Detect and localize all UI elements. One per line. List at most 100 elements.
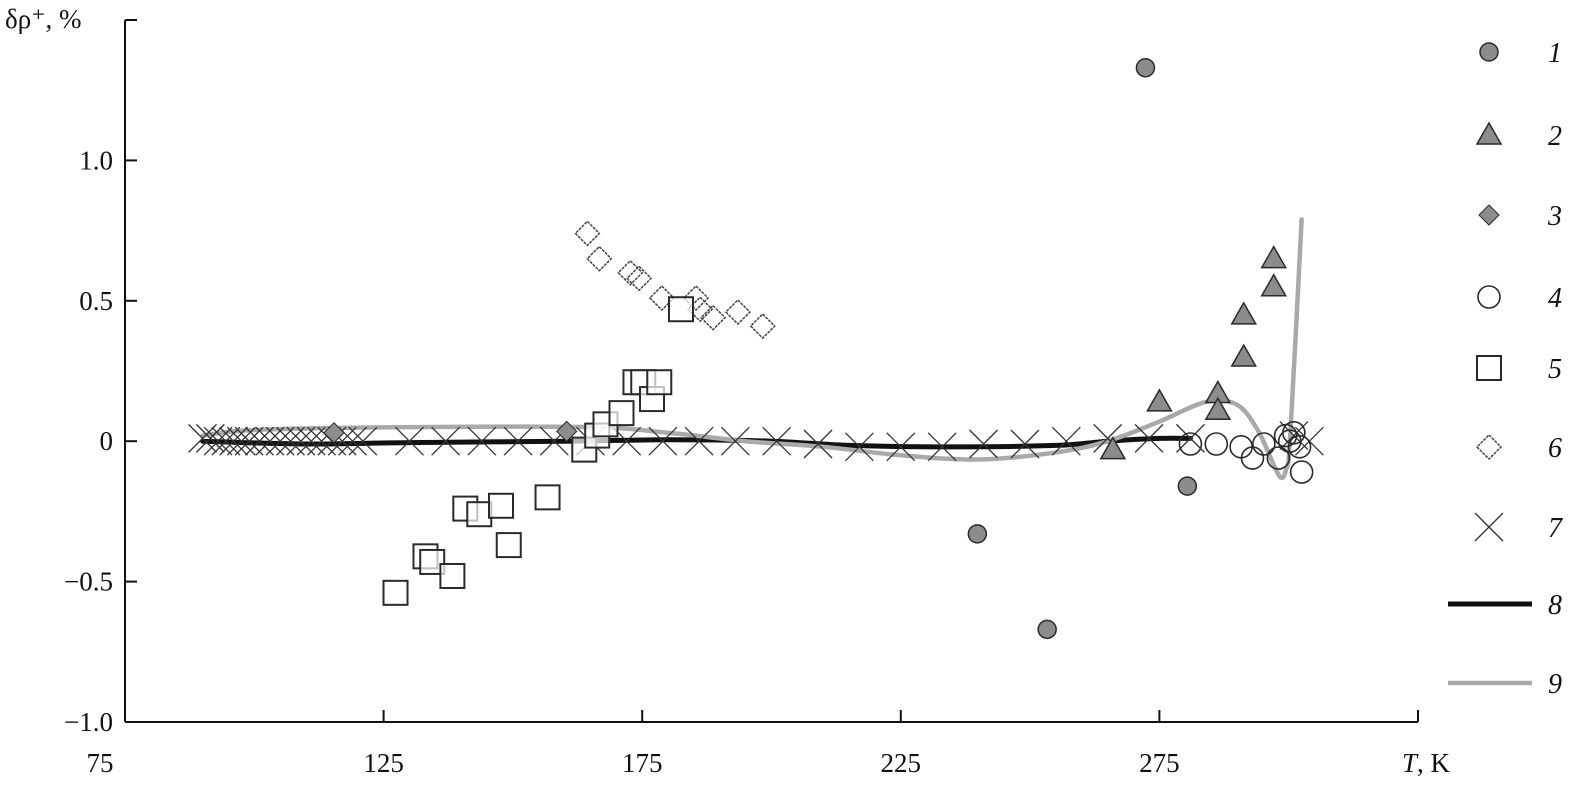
x-tick-label: 175: [622, 748, 663, 778]
point-open-circle: [1289, 460, 1314, 484]
point-filled-triangle: [1230, 343, 1257, 367]
x-tick-label: 225: [881, 748, 922, 778]
point-cross: [1010, 429, 1040, 459]
point-open-diamond: [586, 245, 613, 272]
point-cross: [927, 432, 957, 462]
y-tick-label: 1.0: [79, 145, 113, 175]
cross-stroke: [286, 426, 316, 456]
point-open-square: [488, 492, 515, 519]
legend-item-8: 8: [1448, 590, 1562, 621]
point-cross: [395, 426, 424, 456]
point-cross: [203, 426, 233, 456]
point-filled-triangle: [1475, 121, 1503, 145]
point-filled-circle: [1135, 57, 1156, 78]
cross-stroke: [503, 426, 533, 456]
x-axis-title: T, K: [1402, 748, 1451, 778]
cross-stroke: [762, 426, 792, 456]
point-open-diamond: [617, 259, 644, 286]
cross-stroke: [338, 426, 368, 456]
cross-stroke: [886, 432, 916, 462]
point-cross: [219, 426, 249, 456]
x-axis-title-unit: , K: [1417, 748, 1451, 778]
legend-item-7: 7: [1474, 512, 1563, 544]
legend-label: 2: [1548, 121, 1562, 152]
cross-stroke: [296, 426, 326, 456]
cross-stroke: [431, 426, 461, 456]
point-open-diamond: [682, 284, 710, 312]
cross-stroke: [276, 426, 305, 456]
point-open-circle: [1178, 432, 1203, 456]
point-open-circle: [1204, 432, 1229, 456]
point-cross: [348, 426, 378, 456]
point-open-diamond: [699, 304, 727, 331]
y-tick-label: 0.5: [79, 286, 113, 316]
cross-stroke: [648, 426, 678, 456]
legend-item-5: 5: [1476, 354, 1562, 385]
point-cross: [296, 426, 326, 456]
legend-label: 6: [1548, 433, 1562, 464]
point-open-diamond: [648, 284, 675, 312]
point-cross: [844, 432, 874, 462]
point-cross: [886, 432, 916, 462]
point-filled-triangle: [1260, 245, 1287, 269]
series-5-points: [382, 296, 694, 606]
cross-stroke: [1175, 423, 1205, 453]
series-1-points: [967, 57, 1198, 640]
series-markers: [188, 57, 1324, 640]
y-axis-title: δρ⁺, %: [5, 4, 81, 34]
legend-label: 1: [1548, 38, 1562, 69]
point-cross: [234, 426, 264, 456]
cross-stroke: [969, 429, 999, 459]
point-cross: [503, 426, 533, 456]
point-cross: [720, 426, 750, 456]
point-cross: [648, 426, 678, 456]
point-open-square: [439, 562, 466, 589]
point-filled-triangle: [1146, 388, 1173, 412]
y-tick-label: −0.5: [64, 567, 113, 597]
cross-stroke: [612, 426, 642, 456]
point-cross: [1175, 423, 1205, 453]
cross-stroke: [803, 429, 833, 459]
cross-stroke: [1134, 423, 1164, 453]
cross-stroke: [348, 426, 378, 456]
point-open-diamond: [749, 313, 776, 340]
point-cross: [1134, 423, 1164, 453]
point-cross: [211, 426, 241, 456]
y-tick-label: 0: [100, 426, 114, 456]
point-cross: [245, 426, 274, 456]
point-open-square: [419, 548, 446, 575]
cross-stroke: [720, 426, 750, 456]
cross-stroke: [844, 432, 874, 462]
y-tick-label: −1.0: [64, 707, 113, 737]
point-filled-diamond: [323, 422, 345, 444]
cross-stroke: [327, 426, 357, 456]
legend-label: 9: [1548, 669, 1562, 700]
cross-stroke: [395, 426, 424, 456]
point-cross: [431, 426, 461, 456]
point-cross: [286, 426, 316, 456]
point-open-diamond: [724, 298, 751, 326]
point-open-square: [495, 532, 522, 559]
point-filled-circle: [1037, 619, 1057, 640]
point-filled-diamond: [555, 420, 578, 443]
point-filled-diamond: [1478, 204, 1500, 226]
legend-item-4: 4: [1477, 283, 1562, 314]
point-open-diamond: [1475, 433, 1503, 461]
point-cross: [265, 426, 295, 456]
cross-stroke: [188, 423, 218, 453]
point-open-circle: [1252, 432, 1276, 456]
legend-item-2: 2: [1475, 121, 1562, 152]
cross-stroke: [195, 423, 225, 453]
cross-stroke: [234, 426, 264, 456]
cross-stroke: [245, 426, 274, 456]
point-cross: [762, 426, 792, 456]
point-open-circle: [1477, 285, 1501, 309]
cross-stroke: [1051, 426, 1081, 456]
legend-item-1: 1: [1479, 38, 1562, 69]
point-open-square: [1476, 355, 1502, 381]
legend-item-6: 6: [1475, 433, 1562, 464]
cross-stroke: [684, 426, 714, 456]
point-cross: [1474, 512, 1504, 542]
series-6-points: [574, 220, 776, 340]
